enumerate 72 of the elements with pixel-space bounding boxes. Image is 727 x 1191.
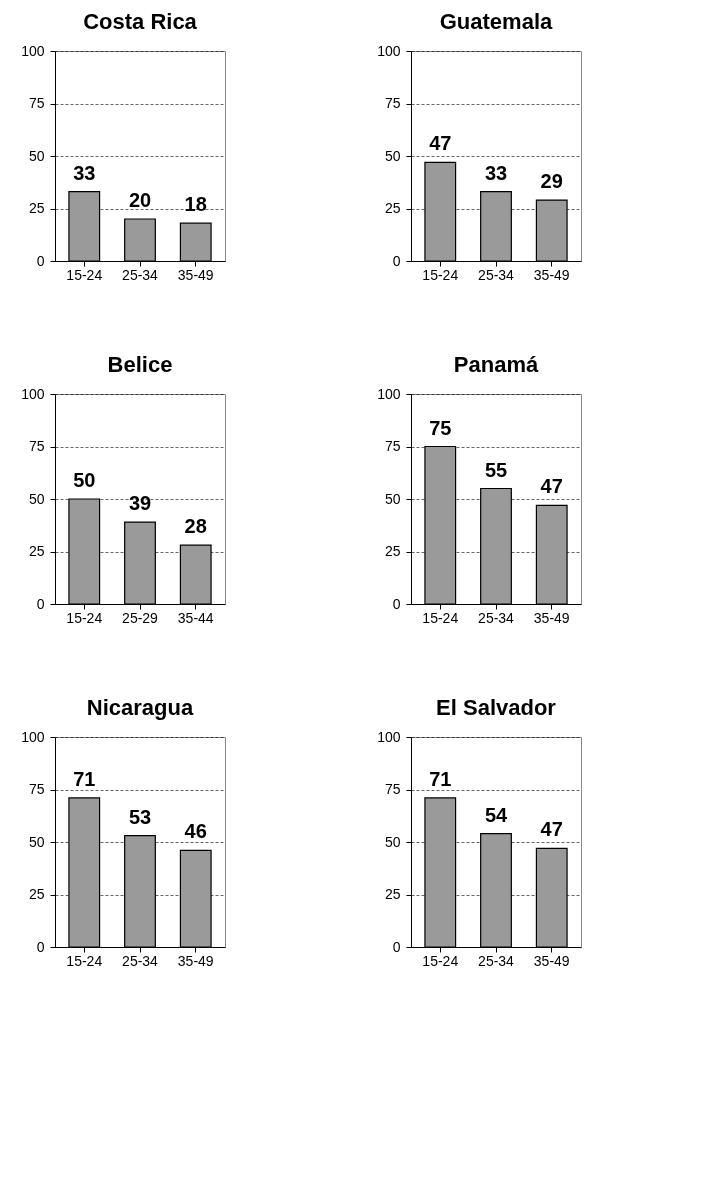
y-tick-label: 50: [384, 490, 401, 507]
x-tick-label: 25-34: [122, 266, 159, 283]
y-tick-label: 100: [21, 385, 45, 402]
data-label: 55: [484, 458, 508, 481]
data-label: 39: [128, 492, 152, 515]
data-label: 47: [540, 475, 563, 498]
y-tick-label: 50: [28, 147, 45, 164]
data-label: 71: [73, 767, 96, 790]
y-tick-label: 0: [392, 252, 401, 269]
y-tick-label: 50: [384, 147, 401, 164]
y-tick-label: 0: [36, 252, 45, 269]
x-tick-label: 25-34: [478, 609, 515, 626]
x-tick-label: 35-49: [533, 952, 570, 969]
x-tick-label: 35-49: [533, 266, 570, 283]
data-label: 20: [128, 189, 152, 211]
chart-title: Guatemala: [439, 9, 554, 34]
y-tick-label: 100: [377, 42, 401, 59]
data-label: 53: [128, 805, 152, 828]
x-tick-label: 15-24: [422, 266, 459, 283]
x-tick-label: 35-49: [177, 952, 214, 969]
x-tick-label: 35-49: [533, 609, 570, 626]
data-label: 33: [484, 161, 508, 184]
y-tick-label: 75: [28, 781, 45, 797]
data-label: 33: [73, 161, 96, 184]
y-tick-label: 25: [28, 543, 45, 559]
data-label: 50: [73, 469, 96, 491]
x-tick-label: 15-24: [422, 952, 459, 969]
data-label: 46: [184, 820, 207, 843]
y-tick-label: 100: [21, 728, 45, 745]
x-tick-label: 15-24: [66, 952, 103, 969]
data-label: 29: [540, 170, 563, 193]
y-tick-label: 25: [384, 200, 401, 216]
data-label: 47: [429, 132, 452, 155]
x-tick-label: 35-44: [177, 609, 214, 626]
x-tick-label: 15-24: [422, 609, 459, 626]
chart-title: Nicaragua: [86, 695, 194, 720]
data-label: 71: [429, 767, 452, 790]
y-tick-label: 25: [28, 200, 45, 216]
y-tick-label: 75: [384, 438, 401, 454]
data-label: 18: [184, 193, 207, 216]
data-label: 28: [184, 515, 207, 538]
y-tick-label: 100: [377, 728, 401, 745]
y-tick-label: 50: [28, 833, 45, 850]
y-tick-label: 100: [377, 385, 401, 402]
x-tick-label: 15-24: [66, 266, 103, 283]
chart-title: Panamá: [453, 352, 539, 377]
chart-title: El Salvador: [436, 695, 557, 720]
y-tick-label: 0: [36, 595, 45, 612]
y-tick-label: 100: [21, 42, 45, 59]
y-tick-label: 75: [28, 95, 45, 111]
y-tick-label: 25: [384, 886, 401, 902]
y-tick-label: 0: [36, 938, 45, 955]
y-tick-label: 75: [384, 95, 401, 111]
y-tick-label: 50: [384, 833, 401, 850]
chart-title: Belice: [107, 352, 173, 377]
y-tick-label: 0: [392, 938, 401, 955]
data-label: 54: [484, 803, 508, 826]
data-label: 75: [429, 416, 452, 439]
x-tick-label: 15-24: [66, 609, 103, 626]
x-tick-label: 25-34: [478, 266, 515, 283]
y-tick-label: 25: [384, 543, 401, 559]
data-label: 47: [540, 818, 563, 841]
y-tick-label: 75: [28, 438, 45, 454]
x-tick-label: 35-49: [177, 266, 214, 283]
chart-title: Costa Rica: [83, 9, 198, 34]
x-tick-label: 25-34: [478, 952, 515, 969]
y-tick-label: 50: [28, 490, 45, 507]
x-tick-label: 25-34: [122, 952, 159, 969]
y-tick-label: 75: [384, 781, 401, 797]
x-tick-label: 25-29: [122, 609, 159, 626]
y-tick-label: 25: [28, 886, 45, 902]
y-tick-label: 0: [392, 595, 401, 612]
